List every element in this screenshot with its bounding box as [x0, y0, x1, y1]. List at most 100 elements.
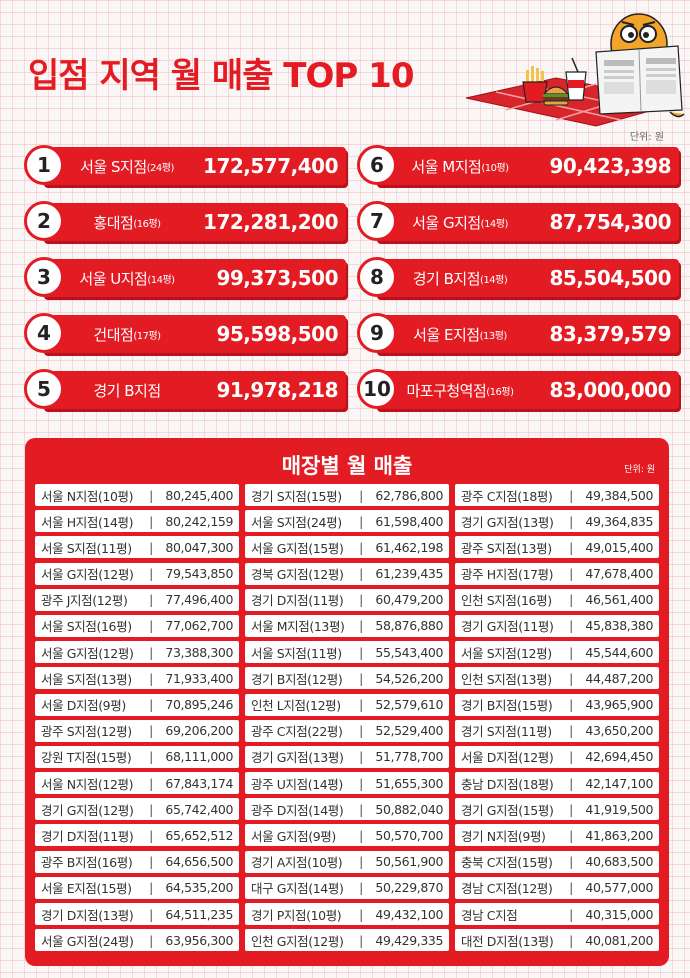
store-value: 51,655,300 — [375, 775, 443, 791]
separator: | — [569, 906, 573, 922]
separator: | — [149, 487, 153, 503]
rank-store-label: 서울 S지점 — [80, 157, 147, 176]
separator: | — [149, 723, 153, 739]
store-name: 서울 D지점(12평) — [461, 750, 554, 766]
rank-number: 4 — [24, 313, 64, 353]
rank-store-size: (14평) — [480, 274, 508, 286]
store-sales-row: 광주 H지점(17평) | 47,678,400 — [455, 562, 659, 585]
store-sales-row: 대구 G지점(14평) | 50,229,870 — [245, 876, 449, 899]
store-value: 63,956,300 — [165, 932, 233, 948]
store-name: 광주 S지점(12평) — [41, 724, 132, 740]
separator: | — [359, 644, 363, 660]
rank-item: 3 서울 U지점 (14평) 99,373,500 — [24, 257, 346, 297]
rank-sales-value: 90,423,398 — [549, 154, 671, 178]
separator: | — [569, 513, 573, 529]
separator: | — [569, 566, 573, 582]
store-value: 40,577,000 — [585, 880, 653, 896]
store-name: 서울 S지점(13평) — [41, 671, 132, 687]
store-name: 서울 H지점(14평) — [41, 514, 134, 530]
store-name: 인천 S지점(16평) — [461, 593, 552, 609]
store-value: 69,206,200 — [165, 723, 233, 739]
rank-store-label: 경기 B지점 — [93, 381, 161, 400]
store-value: 44,487,200 — [585, 670, 653, 686]
rank-store-size: (16평) — [133, 218, 161, 230]
separator: | — [149, 566, 153, 582]
rank-bar — [42, 259, 346, 297]
rank-store-label: 서울 G지점 — [412, 213, 481, 232]
store-value: 64,656,500 — [165, 854, 233, 870]
rank-bar — [42, 147, 346, 185]
store-sales-row: 충남 D지점(18평) | 42,147,100 — [455, 772, 659, 795]
rank-bar — [375, 203, 679, 241]
store-value: 52,529,400 — [375, 723, 443, 739]
store-value: 79,543,850 — [165, 566, 233, 582]
store-sales-column: 서울 N지점(10평) | 80,245,400 서울 H지점(14평) | 80,242… — [35, 484, 239, 955]
rank-number: 2 — [24, 201, 64, 241]
store-name: 광주 C지점(22평) — [251, 724, 343, 740]
rank-store-size: (17평) — [133, 330, 161, 342]
store-name: 충북 C지점(15평) — [461, 855, 553, 871]
rank-store-label: 서울 M지점 — [411, 157, 482, 176]
separator: | — [149, 749, 153, 765]
rank-sales-value: 91,978,218 — [216, 378, 338, 402]
rank-sales-value: 85,504,500 — [549, 266, 671, 290]
store-sales-row: 경기 G지점(12평) | 65,742,400 — [35, 798, 239, 821]
unit-label: 단위: 원 — [629, 132, 664, 143]
rank-item: 9 서울 E지점 (13평) 83,379,579 — [357, 313, 679, 353]
store-name: 강원 T지점(15평) — [41, 750, 132, 766]
store-sales-row: 서울 N지점(10평) | 80,245,400 — [35, 484, 239, 506]
store-value: 45,838,380 — [585, 618, 653, 634]
store-name: 경기 G지점(12평) — [41, 802, 134, 818]
store-sales-row: 광주 D지점(14평) | 50,882,040 — [245, 798, 449, 821]
separator: | — [569, 749, 573, 765]
drink-icon — [565, 57, 587, 101]
store-name: 경기 D지점(11평) — [41, 828, 134, 844]
rank-item: 7 서울 G지점 (14평) 87,754,300 — [357, 201, 679, 241]
separator: | — [149, 618, 153, 634]
rank-item: 6 서울 M지점 (10평) 90,423,398 — [357, 145, 679, 185]
store-value: 71,933,400 — [165, 670, 233, 686]
store-sales-row: 서울 M지점(13평) | 58,876,880 — [245, 614, 449, 637]
store-sales-row: 경기 D지점(11평) | 65,652,512 — [35, 824, 239, 847]
rank-store-label: 마포구청역점 — [406, 381, 487, 400]
rank-number: 7 — [357, 201, 397, 241]
separator: | — [149, 827, 153, 843]
store-name: 경기 B지점(15평) — [461, 698, 553, 713]
store-name: 서울 G지점(12평) — [41, 645, 134, 661]
store-name: 광주 C지점(18평) — [461, 488, 553, 504]
store-sales-column: 광주 C지점(18평) | 49,384,500 경기 G지점(13평) | 49,364… — [455, 484, 659, 955]
rank-store-name: 서울 G지점 (14평) — [401, 203, 519, 241]
rank-item: 2 홍대점 (16평) 172,281,200 — [24, 201, 346, 241]
separator: | — [359, 697, 363, 712]
rank-bar — [42, 203, 346, 241]
rank-store-name: 서울 S지점 (24평) — [68, 147, 186, 185]
store-sales-row: 서울 S지점(12평) | 45,544,600 — [455, 641, 659, 664]
store-sales-row: 경북 G지점(12평) | 61,239,435 — [245, 562, 449, 585]
store-sales-row: 대전 D지점(13평) | 40,081,200 — [455, 929, 659, 952]
store-name: 광주 U지점(14평) — [251, 776, 343, 792]
store-name: 서울 S지점(12평) — [461, 645, 552, 661]
store-sales-row: 광주 C지점(18평) | 49,384,500 — [455, 484, 659, 506]
store-sales-row: 서울 N지점(12평) | 67,843,174 — [35, 772, 239, 795]
store-sales-row: 경기 N지점(9평) | 41,863,200 — [455, 824, 659, 847]
store-sales-row: 인천 G지점(12평) | 49,429,335 — [245, 929, 449, 952]
store-name: 서울 N지점(12평) — [41, 776, 134, 792]
store-sales-row: 서울 D지점(12평) | 42,694,450 — [455, 745, 659, 768]
store-value: 46,561,400 — [585, 592, 653, 608]
separator: | — [569, 827, 573, 843]
store-sales-row: 경남 C지점 | 40,315,000 — [455, 903, 659, 925]
store-sales-row: 강원 T지점(15평) | 68,111,000 — [35, 745, 239, 768]
separator: | — [569, 670, 573, 686]
store-sales-row: 경기 G지점(15평) | 41,919,500 — [455, 798, 659, 821]
separator: | — [149, 670, 153, 686]
separator: | — [359, 618, 363, 634]
store-value: 49,429,335 — [375, 932, 443, 948]
rank-number: 10 — [357, 369, 397, 409]
store-name: 경기 P지점(10평) — [251, 907, 342, 923]
store-sales-row: 서울 S지점(16평) | 77,062,700 — [35, 614, 239, 637]
store-name: 서울 S지점(11평) — [251, 645, 342, 661]
store-sales-row: 경남 C지점(12평) | 40,577,000 — [455, 876, 659, 899]
separator: | — [149, 801, 153, 817]
rank-sales-value: 172,577,400 — [203, 154, 338, 178]
store-value: 77,496,400 — [165, 592, 233, 608]
